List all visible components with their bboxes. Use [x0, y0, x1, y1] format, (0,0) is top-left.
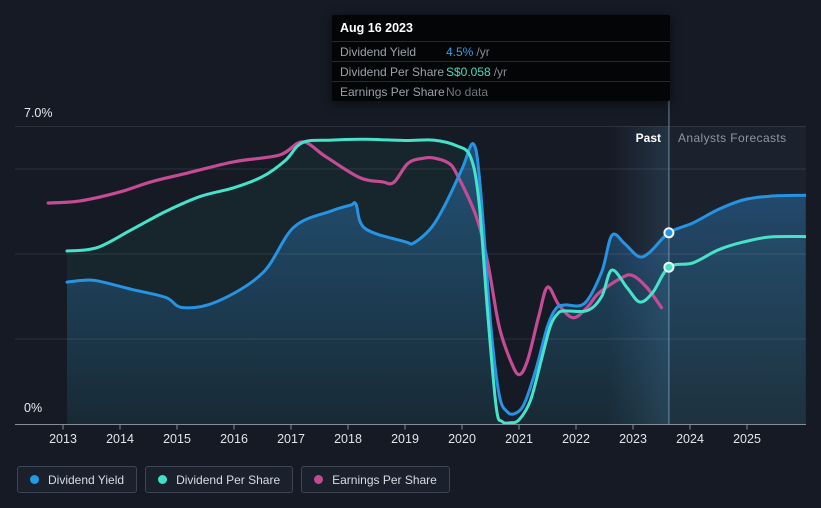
- tooltip-value-suffix: /yr: [476, 44, 490, 59]
- svg-text:2023: 2023: [619, 432, 647, 446]
- tooltip-row-earnings-per-share: Earnings Per Share No data: [332, 81, 670, 101]
- svg-text:2024: 2024: [676, 432, 704, 446]
- legend-label: Dividend Yield: [48, 472, 125, 487]
- tooltip-row-dividend-per-share: Dividend Per Share S$0.058 /yr: [332, 61, 670, 81]
- legend-label: Dividend Per Share: [176, 472, 281, 487]
- tooltip-value: No data: [446, 84, 489, 99]
- legend-item-earnings-per-share[interactable]: Earnings Per Share: [301, 466, 450, 493]
- svg-text:2016: 2016: [220, 432, 248, 446]
- legend-item-dividend-yield[interactable]: Dividend Yield: [17, 466, 138, 493]
- analysts-forecasts-region-label: Analysts Forecasts: [678, 131, 787, 145]
- tooltip-label: Dividend Yield: [340, 44, 417, 59]
- dividend-per-share-dot-icon: [158, 475, 168, 484]
- svg-text:2022: 2022: [562, 432, 590, 446]
- tooltip-value: S$0.058: [446, 64, 491, 79]
- svg-text:2020: 2020: [448, 432, 476, 446]
- svg-text:2019: 2019: [391, 432, 419, 446]
- svg-text:2015: 2015: [163, 432, 191, 446]
- dividend-yield-dot-icon: [30, 475, 39, 484]
- y-axis-bottom-label: 0%: [24, 401, 43, 415]
- svg-text:2025: 2025: [733, 432, 761, 446]
- tooltip-value: 4.5%: [446, 44, 474, 59]
- svg-text:2017: 2017: [277, 432, 305, 446]
- earnings-per-share-dot-icon: [314, 475, 324, 484]
- legend-label: Earnings Per Share: [332, 472, 437, 487]
- chart-canvas[interactable]: 2013 2014 2015 2016 2017 2018 2019 2020 2021 2022…: [0, 0, 821, 460]
- legend-item-dividend-per-share[interactable]: Dividend Per Share: [145, 466, 294, 493]
- svg-text:2014: 2014: [106, 432, 134, 446]
- y-axis-top-label: 7.0%: [24, 106, 53, 120]
- chart-legend: Dividend Yield Dividend Per Share Earnin…: [17, 466, 450, 493]
- svg-text:2013: 2013: [49, 432, 77, 446]
- svg-text:2021: 2021: [505, 432, 533, 446]
- tooltip-label: Earnings Per Share: [340, 84, 445, 99]
- chart-tooltip: Aug 16 2023 Dividend Yield 4.5% /yr Divi…: [332, 15, 670, 101]
- svg-text:2018: 2018: [334, 432, 362, 446]
- tooltip-value-suffix: /yr: [493, 64, 508, 79]
- tooltip-label: Dividend Per Share: [340, 64, 445, 79]
- past-region-label: Past: [635, 131, 661, 145]
- tooltip-date: Aug 16 2023: [340, 21, 413, 35]
- tooltip-row-dividend-yield: Dividend Yield 4.5% /yr: [332, 41, 670, 61]
